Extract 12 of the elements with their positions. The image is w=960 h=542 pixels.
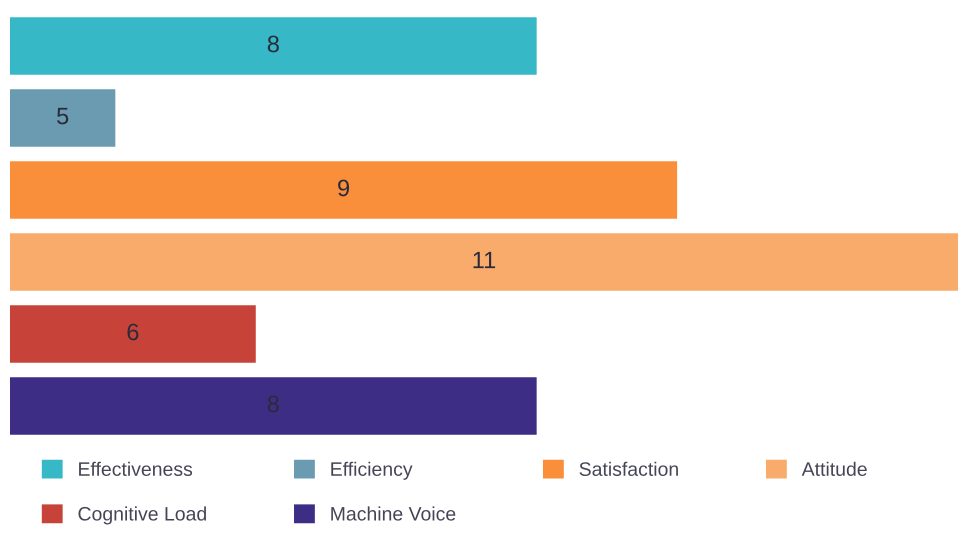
- legend-label: Efficiency: [331, 462, 413, 480]
- legend-label: Machine Voice: [331, 506, 456, 521]
- legend-label: Effectiveness: [79, 462, 192, 476]
- legend-label: Satisfaction: [580, 462, 678, 476]
- data-label: 6: [128, 324, 138, 340]
- data-label: 8: [268, 396, 279, 412]
- legend-label: Attitude: [802, 462, 867, 476]
- data-label: 9: [338, 180, 350, 196]
- data-label: 5: [57, 108, 68, 124]
- data-label: 11: [474, 252, 496, 268]
- legend-label: Cognitive Load: [78, 506, 206, 524]
- data-label: 8: [268, 36, 279, 52]
